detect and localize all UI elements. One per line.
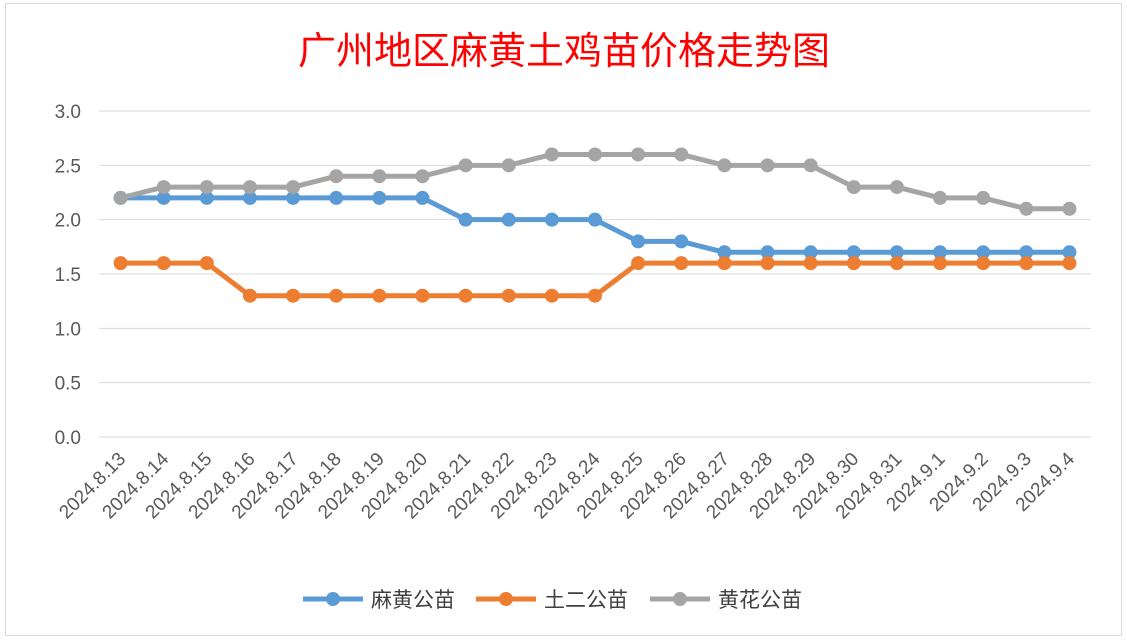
legend-item: 黄花公苗 <box>650 588 802 612</box>
data-point <box>501 212 516 227</box>
y-tick-label: 1.0 <box>55 319 81 340</box>
x-axis: 2024.8.132024.8.142024.8.152024.8.162024… <box>55 448 1079 523</box>
data-point <box>933 245 948 260</box>
data-point <box>717 256 732 271</box>
data-point <box>156 180 171 195</box>
data-point <box>458 212 473 227</box>
data-point <box>1062 245 1077 260</box>
data-point <box>674 256 689 271</box>
data-point <box>846 245 861 260</box>
data-point <box>1062 256 1077 271</box>
chart-area: 广州地区麻黄土鸡苗价格走势图 0.0 0.5 1.0 1.5 2.0 2.5 3.0 202… <box>5 3 1122 636</box>
y-tick-label: 2.0 <box>55 211 81 232</box>
data-point <box>889 180 904 195</box>
series-path <box>119 151 1070 212</box>
data-point <box>674 147 689 162</box>
data-point <box>631 256 646 271</box>
data-point <box>329 190 344 205</box>
data-point <box>372 190 387 205</box>
chart-title: 广州地区麻黄土鸡苗价格走势图 <box>298 29 830 73</box>
data-point <box>846 180 861 195</box>
legend-item: 土二公苗 <box>476 588 628 612</box>
data-point <box>588 212 602 227</box>
data-point <box>242 180 257 195</box>
legend-dot-marker <box>673 592 687 606</box>
data-point <box>199 190 214 205</box>
data-point <box>760 245 775 260</box>
data-point <box>760 158 775 173</box>
data-point <box>415 288 430 303</box>
data-point <box>674 234 689 249</box>
data-point <box>199 256 214 271</box>
data-point <box>286 180 301 195</box>
data-point <box>803 256 818 271</box>
data-point <box>717 158 732 173</box>
data-point <box>156 256 171 271</box>
data-point <box>544 212 559 227</box>
data-point <box>631 234 646 249</box>
data-point <box>1062 201 1077 216</box>
legend-label: 麻黄公苗 <box>371 588 455 612</box>
data-point <box>976 190 991 205</box>
legend-dot-marker <box>499 592 513 606</box>
data-point <box>458 288 473 303</box>
data-point <box>976 245 991 260</box>
legend-label: 土二公苗 <box>544 588 628 612</box>
data-point <box>1019 201 1034 216</box>
data-point <box>544 147 559 162</box>
data-point <box>372 169 387 184</box>
data-point <box>803 245 818 260</box>
y-tick-label: 2.5 <box>55 156 81 177</box>
legend-item: 麻黄公苗 <box>303 588 455 612</box>
data-point <box>113 256 128 271</box>
data-point <box>889 256 904 271</box>
legend: 麻黄公苗 土二公苗 黄花公苗 <box>303 588 802 612</box>
y-tick-label: 3.0 <box>55 102 81 123</box>
data-point <box>501 288 516 303</box>
line-chart: 广州地区麻黄土鸡苗价格走势图 0.0 0.5 1.0 1.5 2.0 2.5 3.0 202… <box>55 29 1091 612</box>
series-line-2 <box>113 256 1077 303</box>
data-point <box>286 190 301 205</box>
data-point <box>588 288 602 303</box>
data-point <box>631 147 646 162</box>
y-tick-label: 0.0 <box>55 428 81 449</box>
data-point <box>717 245 732 260</box>
y-axis: 0.0 0.5 1.0 1.5 2.0 2.5 3.0 <box>55 102 81 449</box>
data-point <box>933 256 948 271</box>
series-line-3 <box>113 147 1077 216</box>
legend-label: 黄花公苗 <box>718 588 802 612</box>
data-point <box>889 245 904 260</box>
data-point <box>415 190 430 205</box>
data-point <box>286 288 301 303</box>
data-point <box>846 256 861 271</box>
y-tick-label: 0.5 <box>55 374 81 395</box>
data-point <box>588 147 602 162</box>
data-point <box>242 190 257 205</box>
data-point <box>113 190 128 205</box>
data-point <box>760 256 775 271</box>
data-point <box>242 288 257 303</box>
data-point <box>544 288 559 303</box>
data-point <box>458 158 473 173</box>
y-tick-label: 1.5 <box>55 265 81 286</box>
data-point <box>156 190 171 205</box>
data-point <box>199 180 214 195</box>
data-point <box>933 190 948 205</box>
data-point <box>1019 245 1034 260</box>
legend-dot-marker <box>326 592 340 606</box>
data-point <box>415 169 430 184</box>
series-line-1 <box>113 190 1077 260</box>
series-group <box>113 147 1077 303</box>
data-point <box>976 256 991 271</box>
data-point <box>372 288 387 303</box>
data-point <box>329 288 344 303</box>
data-point <box>803 158 818 173</box>
data-point <box>501 158 516 173</box>
data-point <box>329 169 344 184</box>
data-point <box>1019 256 1034 271</box>
